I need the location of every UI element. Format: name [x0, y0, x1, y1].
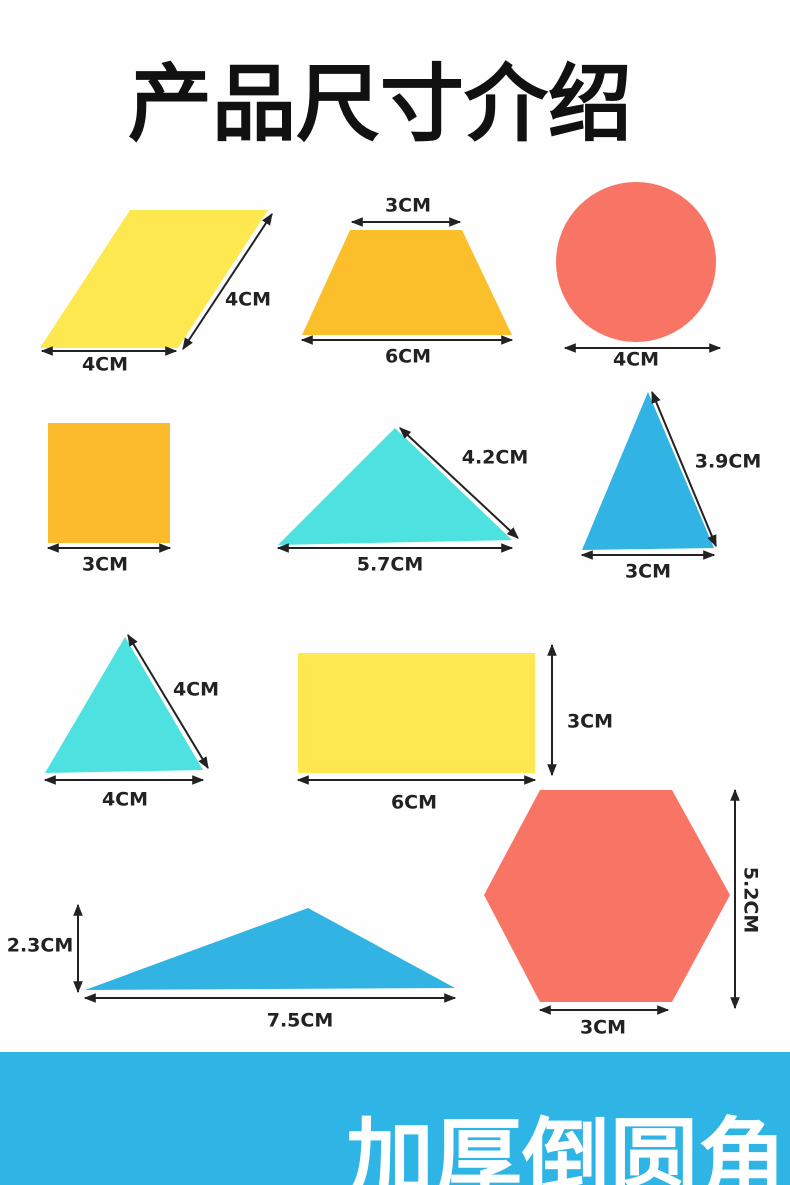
- triangle: [85, 908, 455, 990]
- circle: [556, 182, 716, 342]
- dimension-label: 3CM: [567, 711, 613, 733]
- dimension-label: 4.2CM: [462, 447, 529, 469]
- square: [48, 423, 170, 543]
- dimension-label: 4CM: [82, 354, 128, 376]
- dimension-label: 7.5CM: [267, 1010, 334, 1032]
- dimension-label: 3CM: [580, 1017, 626, 1039]
- rectangle: [298, 653, 535, 773]
- banner-text: 加厚倒圆角: [346, 1108, 786, 1185]
- hexagon: [484, 790, 730, 1002]
- dimension-label: 3.9CM: [695, 451, 762, 473]
- dimension-label: 6CM: [385, 346, 431, 368]
- dimension-line: [127, 633, 209, 770]
- dimension-label: 4CM: [102, 789, 148, 811]
- banner: [0, 1052, 790, 1185]
- dimension-label: 5.2CM: [740, 867, 762, 934]
- dimension-label: 3CM: [82, 554, 128, 576]
- dimension-label: 3CM: [625, 561, 671, 583]
- dimension-line: [182, 212, 273, 351]
- dimension-label: 4CM: [613, 349, 659, 371]
- dimension-line: [651, 390, 717, 548]
- dimension-line: [399, 427, 519, 539]
- dimension-label: 2.3CM: [7, 935, 74, 957]
- dimension-label: 3CM: [385, 195, 431, 217]
- trapezoid: [302, 230, 512, 335]
- dimension-label: 5.7CM: [357, 554, 424, 576]
- dimension-label: 4CM: [225, 289, 271, 311]
- title: 产品尺寸介绍: [128, 55, 632, 153]
- dimension-label: 6CM: [391, 792, 437, 814]
- dimension-label: 4CM: [173, 679, 219, 701]
